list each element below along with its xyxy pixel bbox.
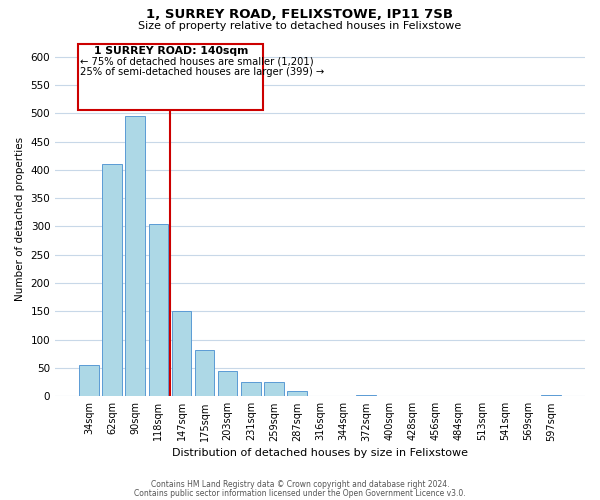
Bar [264,382,284,396]
Bar [172,312,191,396]
Bar [149,224,168,396]
Text: Size of property relative to detached houses in Felixstowe: Size of property relative to detached ho… [139,21,461,31]
Text: 1, SURREY ROAD, FELIXSTOWE, IP11 7SB: 1, SURREY ROAD, FELIXSTOWE, IP11 7SB [146,8,454,20]
Bar [541,395,561,396]
Y-axis label: Number of detached properties: Number of detached properties [15,138,25,302]
Text: Contains HM Land Registry data © Crown copyright and database right 2024.: Contains HM Land Registry data © Crown c… [151,480,449,489]
Text: Contains public sector information licensed under the Open Government Licence v3: Contains public sector information licen… [134,488,466,498]
X-axis label: Distribution of detached houses by size in Felixstowe: Distribution of detached houses by size … [172,448,468,458]
Bar [78,44,263,110]
Bar [287,390,307,396]
Bar [79,365,99,396]
Text: ← 75% of detached houses are smaller (1,201): ← 75% of detached houses are smaller (1,… [80,56,314,66]
Bar [241,382,260,396]
Bar [218,372,238,396]
Text: 1 SURREY ROAD: 140sqm: 1 SURREY ROAD: 140sqm [94,46,248,56]
Text: 25% of semi-detached houses are larger (399) →: 25% of semi-detached houses are larger (… [80,67,325,77]
Bar [356,395,376,396]
Bar [103,164,122,396]
Bar [125,116,145,396]
Bar [195,350,214,397]
